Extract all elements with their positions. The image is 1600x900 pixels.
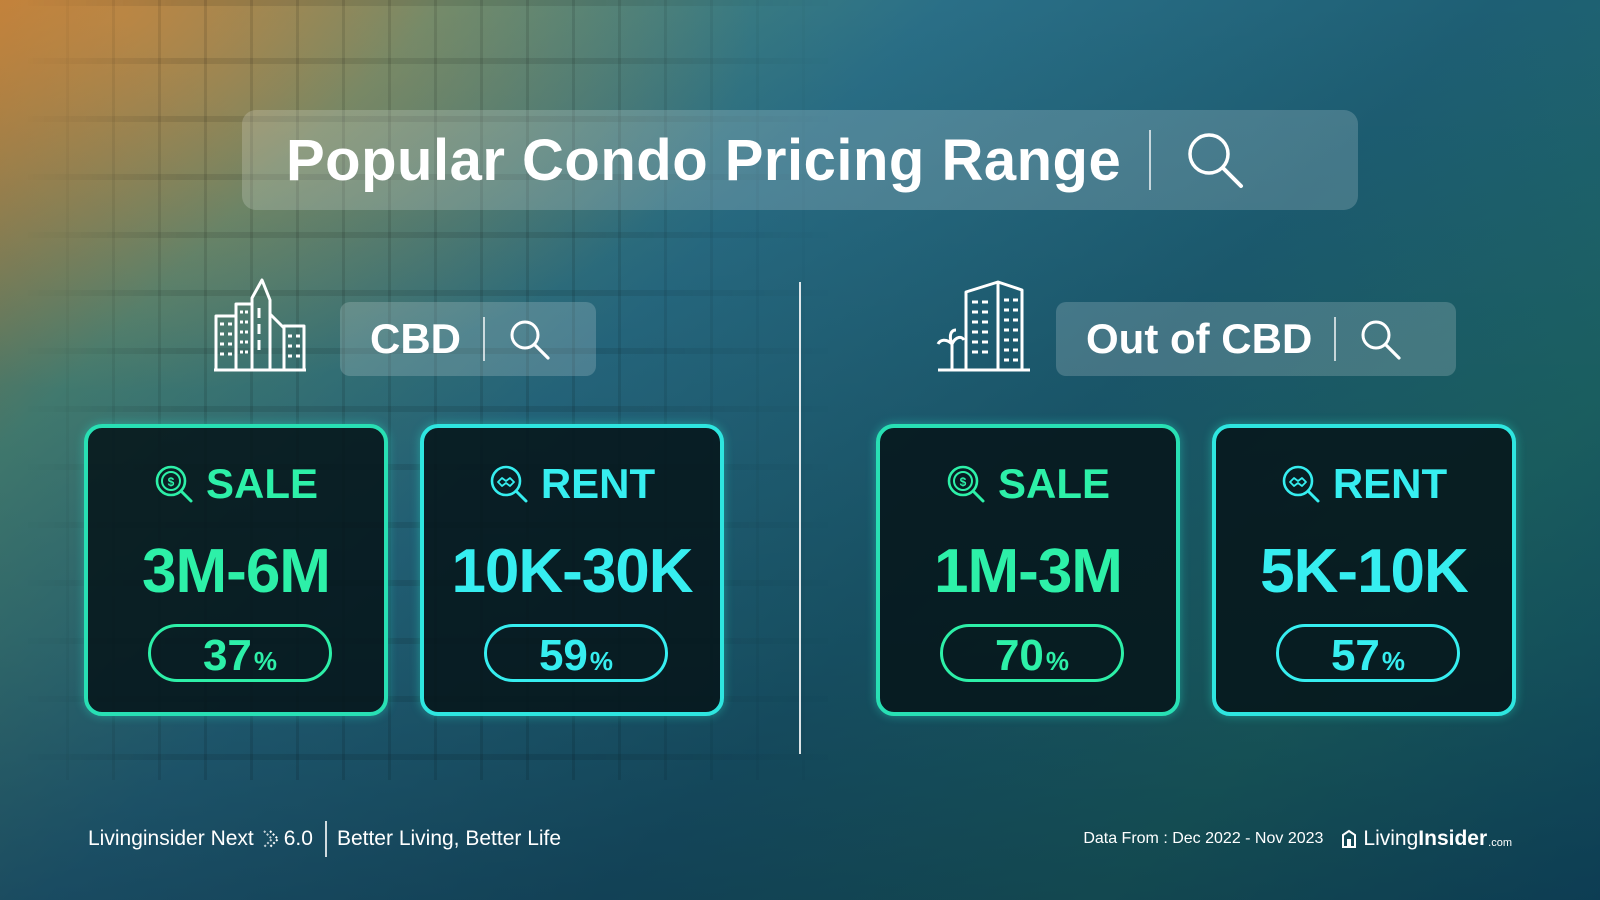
city-skyline-icon	[214, 278, 306, 372]
percent-unit: %	[1381, 646, 1406, 676]
building-palm-icon	[936, 280, 1030, 372]
percent-badge: 37 %	[148, 624, 332, 682]
price-range: 1M-3M	[934, 537, 1123, 606]
card-type: SALE	[997, 460, 1110, 507]
svg-text:$: $	[168, 475, 175, 489]
out-of-cbd-rent-card: RENT 5K-10K 57 %	[1212, 424, 1516, 716]
svg-text:$: $	[960, 475, 967, 489]
out-of-cbd-sale-card: $ SALE 1M-3M 70 %	[876, 424, 1180, 716]
cbd-sale-card: $ SALE 3M-6M 37 %	[84, 424, 388, 716]
percent-value: 59	[538, 631, 588, 680]
percent-unit: %	[253, 646, 278, 676]
percent-badge: 57 %	[1276, 624, 1460, 682]
dollar-search-icon: $	[947, 465, 985, 503]
footer-brand: Livinginsider Next 6.0 Better Living, Be…	[88, 821, 562, 857]
version-number: 6.0	[283, 827, 313, 850]
livinginsider-logo-icon	[1342, 829, 1357, 848]
title-banner: Popular Condo Pricing Range	[242, 110, 1358, 210]
logo-text-light: Living	[1363, 827, 1419, 850]
section-label: Out of CBD	[1086, 315, 1313, 362]
tagline: Better Living, Better Life	[336, 827, 562, 850]
price-range: 5K-10K	[1260, 537, 1469, 606]
handshake-search-icon	[1282, 465, 1320, 503]
percent-unit: %	[1045, 646, 1070, 676]
percent-badge: 59 %	[484, 624, 668, 682]
cbd-label-box: CBD	[340, 302, 596, 376]
logo-text-bold: Insider	[1418, 827, 1488, 850]
percent-value: 57	[1330, 631, 1380, 680]
handshake-search-icon	[490, 465, 528, 503]
card-header: RENT	[1216, 460, 1512, 508]
search-icon	[1188, 133, 1244, 188]
footer-divider	[324, 821, 327, 857]
cbd-rent-card: RENT 10K-30K 59 %	[420, 424, 724, 716]
card-type: RENT	[540, 460, 656, 507]
search-icon	[1361, 320, 1401, 360]
search-icon	[510, 320, 550, 360]
section-divider	[799, 282, 801, 754]
chevron-right-icon	[263, 830, 280, 848]
card-header: RENT	[424, 460, 720, 508]
percent-unit: %	[589, 646, 614, 676]
card-header: $ SALE	[880, 460, 1176, 508]
dollar-search-icon: $	[155, 465, 193, 503]
logo-suffix: .com	[1488, 837, 1512, 849]
page-title: Popular Condo Pricing Range	[286, 127, 1122, 193]
card-header: $ SALE	[88, 460, 384, 508]
brand-name: Livinginsider Next	[88, 827, 254, 850]
title-divider	[1149, 130, 1152, 190]
card-type: SALE	[205, 460, 318, 507]
percent-value: 70	[994, 631, 1044, 680]
label-divider	[1334, 317, 1337, 361]
data-source-range: Data From : Dec 2022 - Nov 2023	[1083, 830, 1324, 847]
percent-badge: 70 %	[940, 624, 1124, 682]
section-label: CBD	[370, 315, 461, 362]
label-divider	[483, 317, 485, 361]
percent-value: 37	[202, 631, 252, 680]
out-of-cbd-label-box: Out of CBD	[1056, 302, 1456, 376]
card-type: RENT	[1332, 460, 1448, 507]
footer-source: Data From : Dec 2022 - Nov 2023 Living I…	[1083, 824, 1512, 854]
price-range: 10K-30K	[451, 537, 693, 606]
price-range: 3M-6M	[142, 537, 331, 606]
